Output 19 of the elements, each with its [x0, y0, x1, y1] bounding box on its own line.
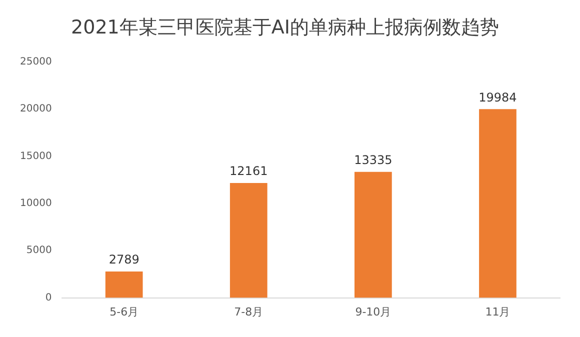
- x-tick-label: 9-10月: [355, 305, 392, 318]
- data-label: 13335: [354, 153, 392, 168]
- data-label: 2789: [108, 252, 140, 267]
- x-tick-label: 5-6月: [110, 305, 139, 318]
- bar: [479, 109, 516, 298]
- x-tick-label: 11月: [485, 305, 510, 318]
- data-label: 12161: [230, 164, 268, 178]
- chart-title: 2021年某三甲医院基于AI的单病种上报病例数趋势: [71, 16, 499, 38]
- bar: [230, 183, 268, 298]
- x-tick-label: 7-8月: [234, 305, 264, 318]
- bar: [354, 172, 392, 298]
- y-tick-label: 15000: [20, 150, 52, 162]
- bar: [105, 271, 143, 298]
- y-tick-label: 0: [45, 292, 52, 304]
- data-label: 19984: [478, 90, 517, 104]
- y-tick-label: 5000: [26, 245, 52, 256]
- y-tick-label: 20000: [20, 104, 52, 115]
- y-tick-label: 25000: [20, 56, 52, 68]
- y-tick-label: 10000: [20, 198, 52, 209]
